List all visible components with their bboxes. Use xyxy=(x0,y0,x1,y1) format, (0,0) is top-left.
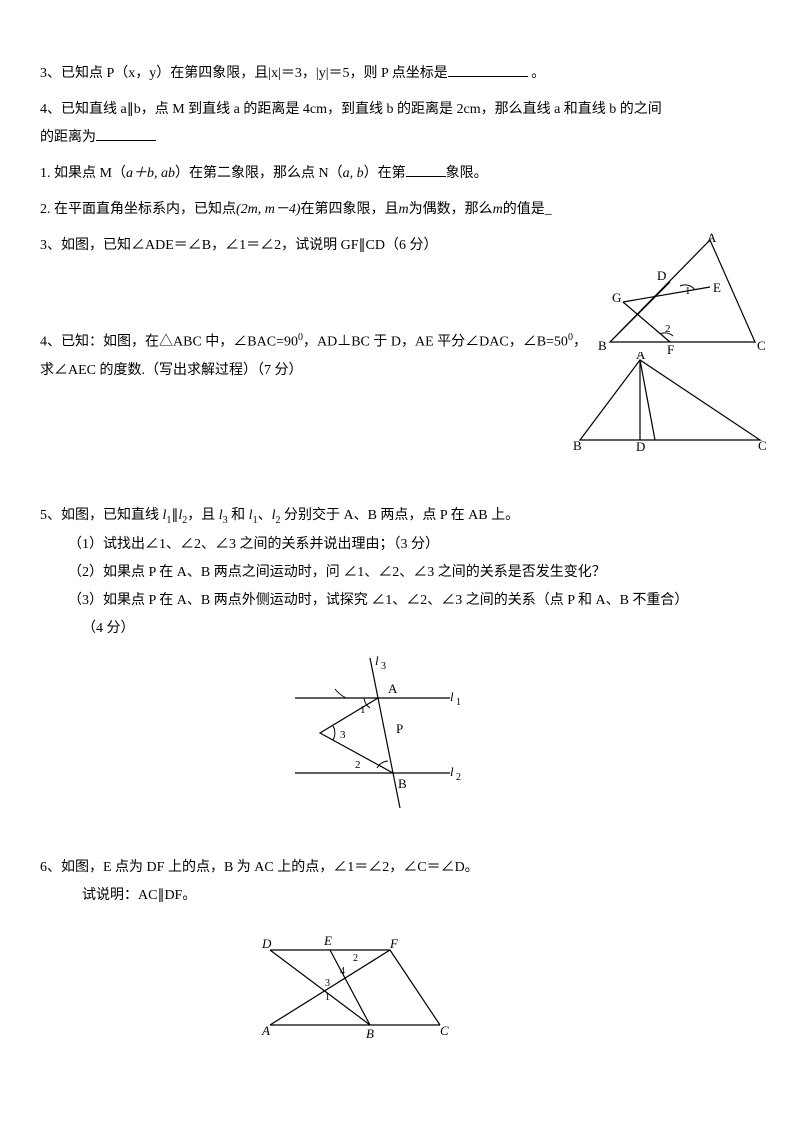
q5-l1b: ，且 xyxy=(187,508,219,523)
q4a-line2-wrap: 的距离为 xyxy=(40,124,760,152)
lbl-B4: B xyxy=(573,438,582,452)
q2-prefix: 2. 在平面直角坐标系内，已知点 xyxy=(40,202,236,217)
lbl-25: 2 xyxy=(355,759,361,771)
q3b-text: 3、如图，已知∠ADE＝∠B，∠1＝∠2，试说明 GF∥CD（6 分） xyxy=(40,238,437,253)
question-5: 5、如图，已知直线 l1∥l2，且 l3 和 l1、l2 分别交于 A、B 两点… xyxy=(40,502,760,643)
lbl-A5: A xyxy=(388,681,398,696)
question-2: 2. 在平面直角坐标系内，已知点(2m, m－4)在第四象限，且m为偶数，那么m… xyxy=(40,196,760,224)
lbl-D: D xyxy=(657,268,666,283)
figure-q4: A B C D xyxy=(570,352,770,452)
q2-var1: m xyxy=(399,202,409,217)
lbl-l3s: 3 xyxy=(381,661,386,672)
lbl-l2: l xyxy=(450,764,454,779)
q1-suffix1: ）在第 xyxy=(364,166,406,181)
q1-expr1: a＋b, ab xyxy=(126,166,175,181)
lbl-E6: E xyxy=(323,933,332,948)
q4b-l1b: ，AD⊥BC 于 D，AE 平分∠DAC，∠B=50 xyxy=(303,335,568,350)
lbl-A4: A xyxy=(636,352,646,362)
q4a-line1: 4、已知直线 a∥b，点 M 到直线 a 的距离是 4cm，到直线 b 的距离是… xyxy=(40,96,760,124)
lbl-C4: C xyxy=(758,438,767,452)
lbl-l1: l xyxy=(450,689,454,704)
lbl-A: A xyxy=(707,232,717,245)
q6-line2: 试说明：AC∥DF。 xyxy=(40,882,760,910)
q5-l1a: 5、如图，已知直线 xyxy=(40,508,163,523)
lbl-B5: B xyxy=(398,776,407,791)
lbl-1: 1 xyxy=(685,285,691,297)
lbl-36: 3 xyxy=(325,978,330,989)
lbl-46: 4 xyxy=(340,966,345,977)
figure-q5: A B P 1 2 3 l 1 l 2 l 3 xyxy=(280,653,760,824)
lbl-D4: D xyxy=(636,439,645,452)
section-3-4: 3、如图，已知∠ADE＝∠B，∠1＝∠2，试说明 GF∥CD（6 分） A B … xyxy=(40,232,760,482)
question-4a: 4、已知直线 a∥b，点 M 到直线 a 的距离是 4cm，到直线 b 的距离是… xyxy=(40,96,760,152)
lbl-G: G xyxy=(612,290,621,305)
q5-l1e: 分别交于 A、B 两点，点 P 在 AB 上。 xyxy=(280,508,519,523)
figure-q6: A B C D E F 1 2 3 4 xyxy=(240,930,760,1051)
lbl-26: 2 xyxy=(353,953,358,964)
lbl-B6: B xyxy=(366,1026,374,1040)
lbl-P5: P xyxy=(396,721,403,736)
q5-l1d: 、 xyxy=(258,508,272,523)
question-3a: 3、已知点 P（x，y）在第四象限，且|x|＝3，|y|＝5，则 P 点坐标是 … xyxy=(40,60,760,88)
q4b-l1c: ， xyxy=(573,335,587,350)
q1-expr2: a, b xyxy=(343,166,364,181)
lbl-A6: A xyxy=(261,1023,270,1038)
q5-sub2: （2）如果点 P 在 A、B 两点之间运动时，问 ∠1、∠2、∠3 之间的关系是… xyxy=(40,559,760,587)
question-6: 6、如图，E 点为 DF 上的点，B 为 AC 上的点，∠1＝∠2，∠C＝∠D。… xyxy=(40,854,760,910)
lbl-l3: l xyxy=(375,653,379,668)
q2-expr: (2m, m－4) xyxy=(236,202,301,217)
q3a-text: 3、已知点 P（x，y）在第四象限，且|x|＝3，|y|＝5，则 P 点坐标是 xyxy=(40,66,448,81)
q4b-l1a: 4、已知：如图，在△ABC 中，∠BAC=90 xyxy=(40,335,298,350)
lbl-15: 1 xyxy=(360,704,366,716)
q5-sub3: （3）如果点 P 在 A、B 两点外侧运动时，试探究 ∠1、∠2、∠3 之间的关… xyxy=(40,587,760,615)
q2-suffix: 的值是_ xyxy=(503,202,552,217)
lbl-E: E xyxy=(713,280,721,295)
q3a-tail: 。 xyxy=(528,66,546,81)
q5-sub1: （1）试找出∠1、∠2、∠3 之间的关系并说出理由；（3 分） xyxy=(40,531,760,559)
lbl-F6: F xyxy=(389,936,399,951)
q2-mid: 在第四象限，且 xyxy=(301,202,399,217)
q1-mid: ）在第二象限，那么点 N（ xyxy=(175,166,343,181)
lbl-35: 3 xyxy=(340,729,346,741)
q4a-line2: 的距离为 xyxy=(40,130,96,145)
lbl-l1s: 1 xyxy=(456,697,461,708)
q5-line1-wrap: 5、如图，已知直线 l1∥l2，且 l3 和 l1、l2 分别交于 A、B 两点… xyxy=(40,502,760,531)
q1-suffix2: 象限。 xyxy=(446,166,488,181)
q6-line1: 6、如图，E 点为 DF 上的点，B 为 AC 上的点，∠1＝∠2，∠C＝∠D。 xyxy=(40,854,760,882)
q2-mid2: 为偶数，那么 xyxy=(409,202,493,217)
lbl-C6: C xyxy=(440,1023,449,1038)
q1-prefix: 1. 如果点 M（ xyxy=(40,166,126,181)
blank xyxy=(96,126,156,141)
q2-var2: m xyxy=(493,202,503,217)
q5-sub3b: （4 分） xyxy=(40,615,760,643)
blank xyxy=(406,162,446,177)
lbl-16: 1 xyxy=(325,992,330,1003)
lbl-l2s: 2 xyxy=(456,772,461,783)
question-1: 1. 如果点 M（a＋b, ab）在第二象限，那么点 N（a, b）在第 象限。 xyxy=(40,160,760,188)
lbl-D6: D xyxy=(261,936,272,951)
blank xyxy=(448,62,528,77)
q5-l1c: 和 xyxy=(228,508,249,523)
